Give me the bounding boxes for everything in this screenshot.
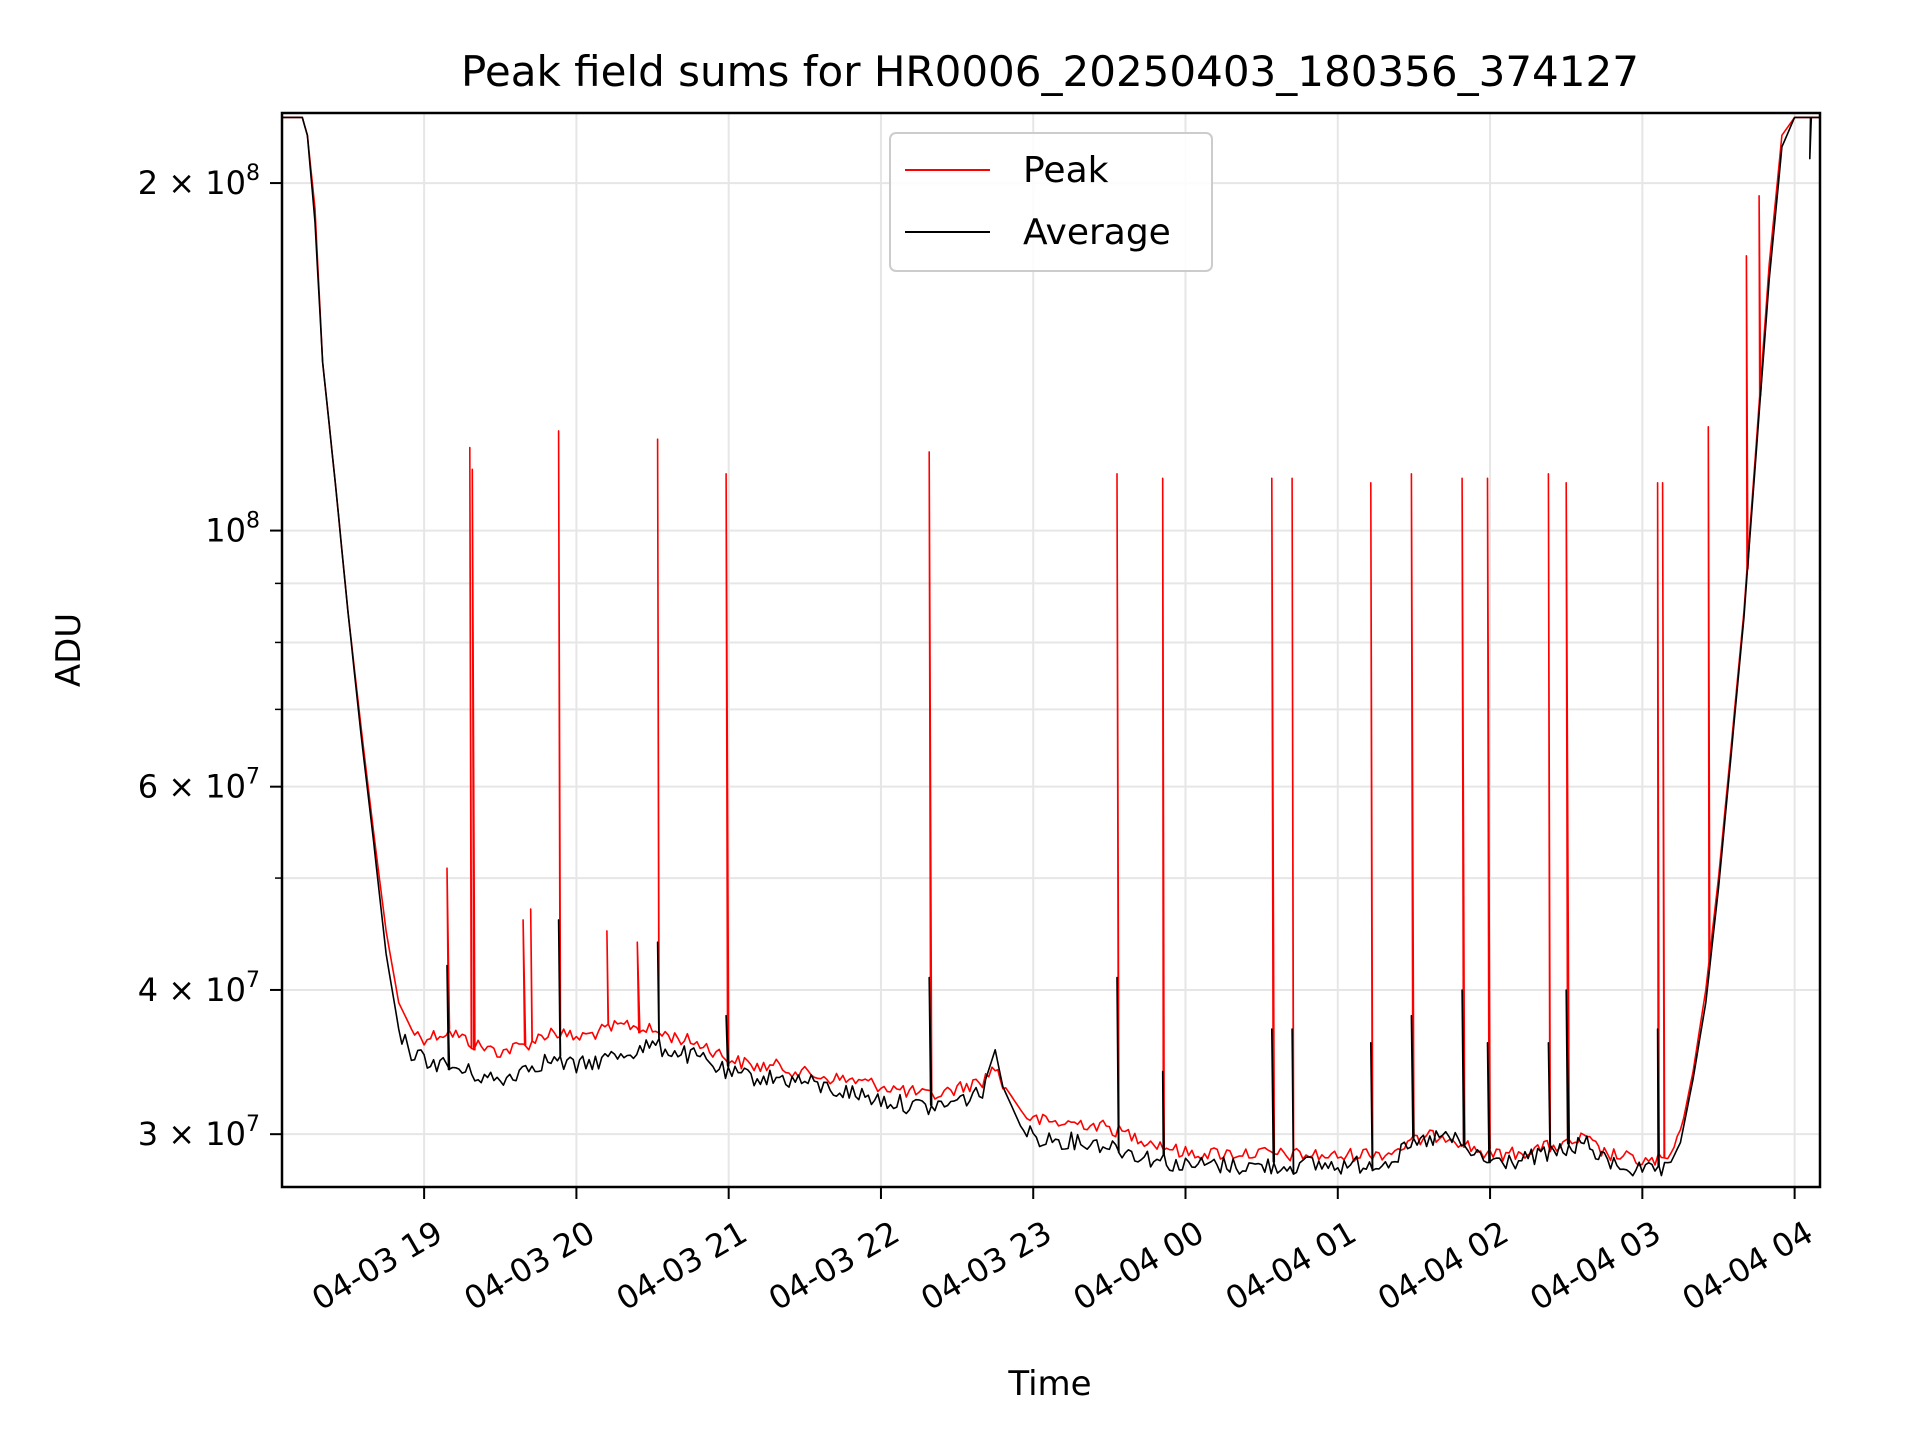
y-axis-title: ADU: [49, 613, 89, 687]
grid: [282, 113, 1820, 1187]
series-line-average: [282, 116, 1820, 1177]
chart-title: Peak field sums for HR0006_20250403_1803…: [461, 47, 1639, 96]
series-layer: [282, 116, 1820, 1177]
y-axis: 3 × 107 4 × 107 6 × 107 108 2 × 108: [138, 161, 282, 1153]
y-tick-label: 3 × 107: [138, 1112, 260, 1153]
legend: Peak Average: [889, 132, 1213, 272]
plot-frame: [280, 111, 1822, 1189]
y-tick-label: 4 × 107: [138, 968, 260, 1009]
y-tick-label: 108: [205, 509, 260, 550]
y-tick-label: 2 × 108: [138, 161, 260, 202]
legend-box: [889, 132, 1213, 272]
x-axis-title: Time: [1007, 1364, 1091, 1404]
y-tick-label: 6 × 107: [138, 765, 260, 806]
legend-label-peak: Peak: [1023, 150, 1109, 191]
legend-label-average: Average: [1023, 212, 1171, 253]
